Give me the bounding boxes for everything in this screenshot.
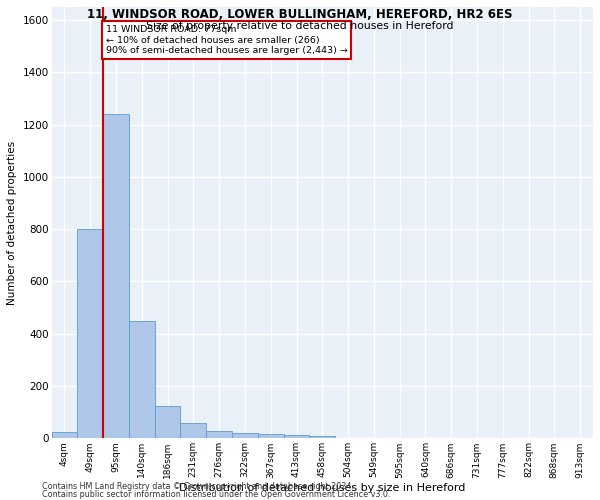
Bar <box>310 436 335 438</box>
Bar <box>258 434 284 438</box>
Y-axis label: Number of detached properties: Number of detached properties <box>7 140 17 304</box>
Text: Contains HM Land Registry data © Crown copyright and database right 2024.: Contains HM Land Registry data © Crown c… <box>42 482 354 491</box>
Bar <box>284 435 310 438</box>
Bar <box>181 422 206 438</box>
Text: Size of property relative to detached houses in Hereford: Size of property relative to detached ho… <box>146 21 454 31</box>
Text: 11 WINDSOR ROAD: 77sqm
← 10% of detached houses are smaller (266)
90% of semi-de: 11 WINDSOR ROAD: 77sqm ← 10% of detached… <box>106 25 347 55</box>
Bar <box>77 229 103 438</box>
Text: 11, WINDSOR ROAD, LOWER BULLINGHAM, HEREFORD, HR2 6ES: 11, WINDSOR ROAD, LOWER BULLINGHAM, HERE… <box>87 8 513 20</box>
Text: Contains public sector information licensed under the Open Government Licence v3: Contains public sector information licen… <box>42 490 391 499</box>
X-axis label: Distribution of detached houses by size in Hereford: Distribution of detached houses by size … <box>179 483 466 493</box>
Bar <box>232 433 258 438</box>
Bar <box>52 432 77 438</box>
Bar <box>103 114 129 438</box>
Bar <box>129 320 155 438</box>
Bar <box>155 406 181 438</box>
Bar <box>206 431 232 438</box>
